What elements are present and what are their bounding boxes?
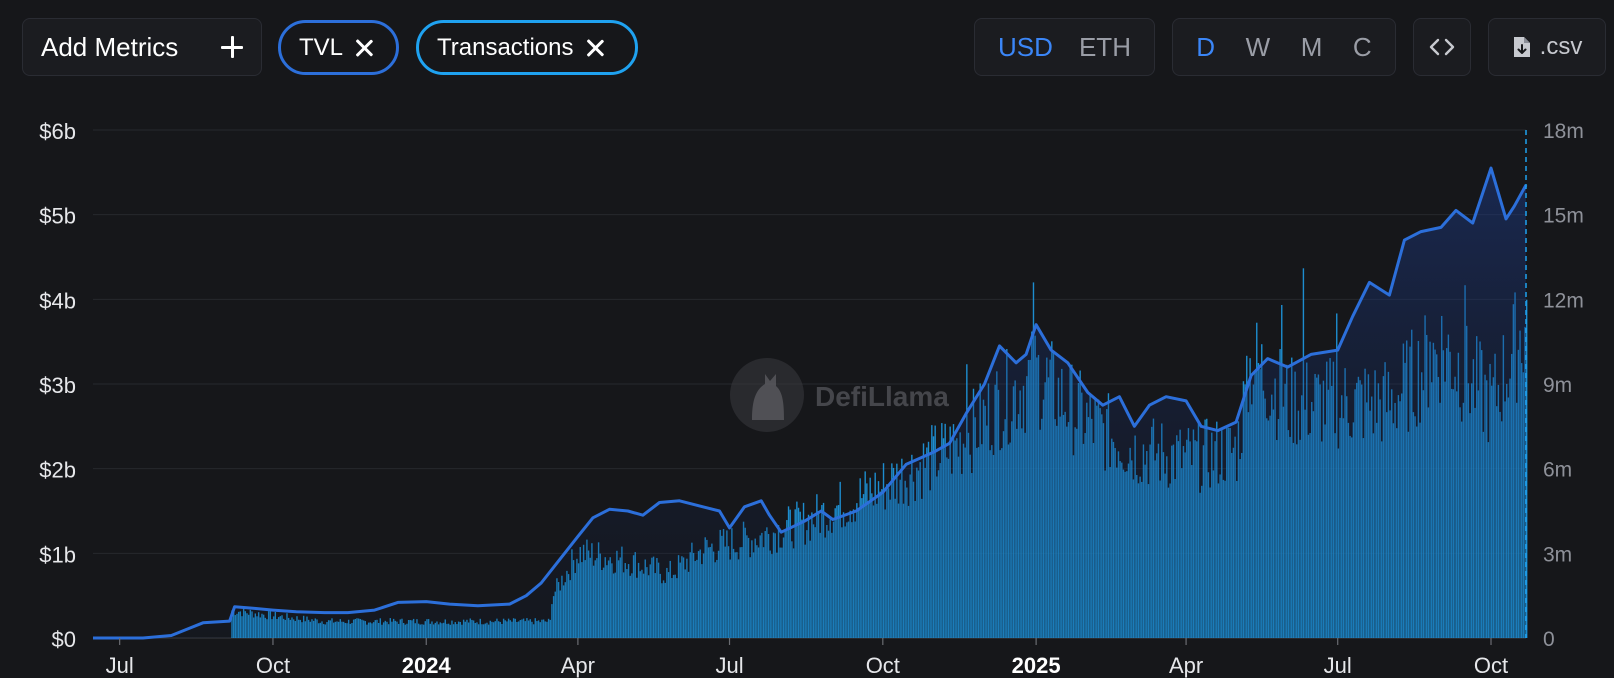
x-tick-label: Oct [866, 653, 900, 678]
y-right-tick-label: 12m [1543, 289, 1584, 312]
llama-silhouette [752, 374, 784, 420]
code-icon [1429, 38, 1455, 56]
x-tick-label: 2024 [402, 653, 452, 678]
y-right-tick-label: 15m [1543, 205, 1584, 228]
y-right-tick-label: 6m [1543, 459, 1572, 482]
x-tick-label: Jul [1324, 653, 1352, 678]
y-right-tick-label: 18m [1543, 120, 1584, 143]
tvl-series [92, 130, 1528, 640]
currency-option-eth[interactable]: ETH [1078, 31, 1131, 62]
y-left-tick-label: $0 [52, 627, 76, 652]
x-tick-label: Apr [561, 653, 595, 678]
tvl-line [93, 166, 1528, 640]
metric-pill-tvl[interactable]: TVL [278, 20, 399, 75]
period-toggle: D W M C [1172, 18, 1396, 76]
y-axis-right: 0 3m 6m 9m 12m 15m 18m [1543, 120, 1584, 651]
y-left-tick-label: $2b [39, 458, 76, 483]
csv-label: .csv [1539, 33, 1583, 60]
add-metrics-label: Add Metrics [41, 31, 179, 62]
x-tick-label: 2025 [1012, 653, 1061, 678]
period-option-monthly[interactable]: M [1300, 31, 1323, 62]
metric-pill-transactions[interactable]: Transactions [416, 20, 638, 75]
x-tick-label: Oct [1474, 653, 1508, 678]
metric-pill-tvl-label: TVL [299, 33, 344, 61]
x-tick-label: Apr [1169, 653, 1203, 678]
plus-icon [221, 36, 243, 58]
x-axis: Jul Oct 2024 Apr Jul Oct 2025 Apr Jul Oct [106, 638, 1508, 678]
metric-pill-transactions-label: Transactions [437, 33, 574, 61]
currency-toggle: USD ETH [974, 18, 1155, 76]
period-option-daily[interactable]: D [1196, 31, 1216, 62]
csv-download-button[interactable]: .csv [1488, 18, 1606, 76]
x-tick-label: Jul [715, 653, 743, 678]
y-right-tick-label: 0 [1543, 628, 1555, 651]
period-option-weekly[interactable]: W [1245, 31, 1271, 62]
y-right-tick-label: 9m [1543, 374, 1572, 397]
watermark-text: DefiLlama [815, 381, 949, 412]
y-left-tick-label: $3b [39, 373, 76, 398]
y-left-tick-label: $6b [39, 119, 76, 144]
file-download-icon [1513, 37, 1530, 57]
tvl-area [93, 168, 1526, 638]
y-left-tick-label: $4b [39, 288, 76, 313]
add-metrics-button[interactable]: Add Metrics [22, 18, 262, 76]
x-tick-label: Jul [106, 653, 134, 678]
watermark: DefiLlama [730, 358, 949, 432]
embed-button[interactable] [1413, 18, 1471, 76]
y-left-tick-label: $5b [39, 204, 76, 229]
x-tick-label: Oct [256, 653, 290, 678]
transactions-bar [1526, 299, 1528, 638]
y-axis-left: $0 $1b $2b $3b $4b $5b $6b [39, 119, 76, 652]
currency-option-usd[interactable]: USD [998, 31, 1053, 62]
period-option-cumulative[interactable]: C [1352, 31, 1372, 62]
y-left-tick-label: $1b [39, 542, 76, 567]
y-right-tick-label: 3m [1543, 543, 1572, 566]
